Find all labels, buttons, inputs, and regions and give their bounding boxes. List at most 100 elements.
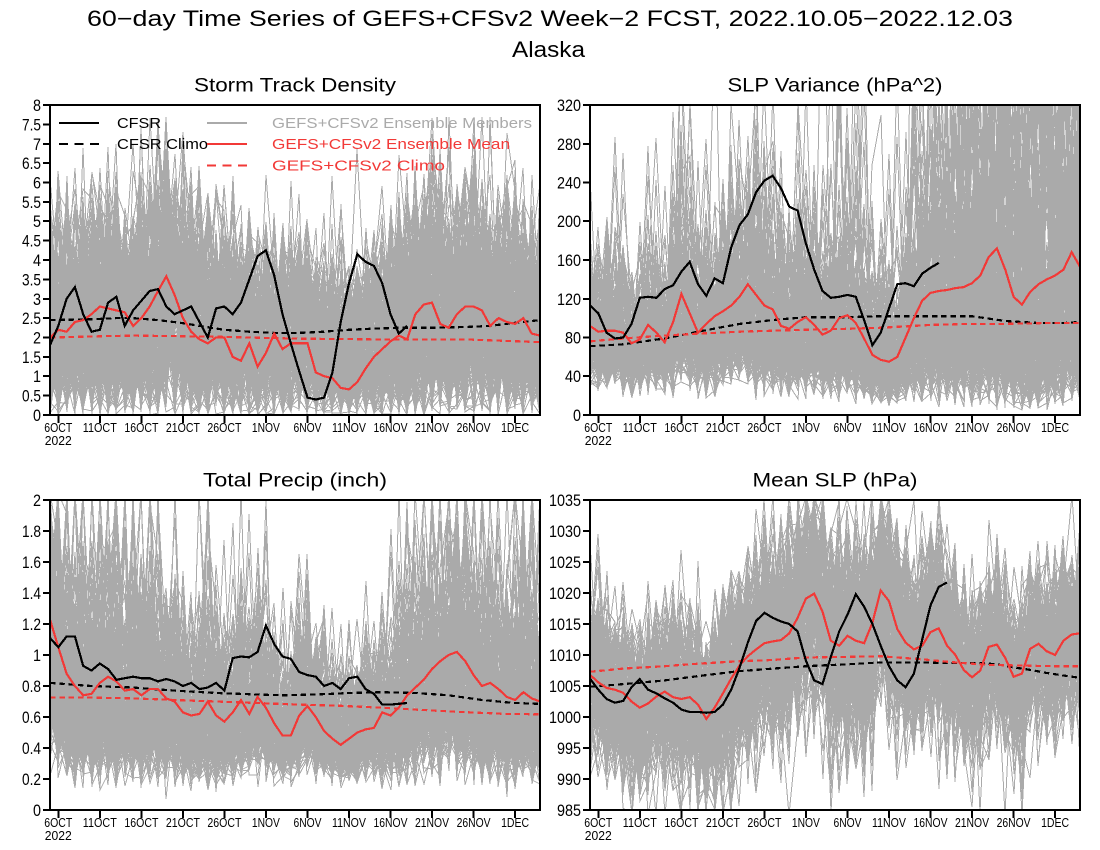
svg-text:0.8: 0.8 [22, 678, 41, 696]
svg-text:6OCT: 6OCT [44, 815, 72, 830]
svg-text:4.5: 4.5 [22, 233, 41, 251]
svg-text:1DEC: 1DEC [501, 815, 529, 830]
svg-text:21OCT: 21OCT [166, 815, 200, 830]
svg-text:26OCT: 26OCT [747, 815, 781, 830]
svg-text:16OCT: 16OCT [664, 420, 698, 435]
svg-text:26NOV: 26NOV [997, 420, 1031, 435]
svg-text:5.5: 5.5 [22, 194, 41, 212]
svg-text:26NOV: 26NOV [997, 815, 1031, 830]
svg-text:2: 2 [33, 330, 41, 348]
svg-text:16NOV: 16NOV [374, 815, 408, 830]
svg-text:1010: 1010 [549, 647, 581, 665]
svg-text:SLP Variance (hPa^2): SLP Variance (hPa^2) [728, 76, 943, 97]
svg-text:2022: 2022 [585, 433, 612, 448]
svg-text:11OCT: 11OCT [623, 815, 657, 830]
svg-text:0.4: 0.4 [22, 740, 41, 758]
svg-text:280: 280 [557, 136, 581, 154]
svg-text:2022: 2022 [585, 828, 612, 843]
svg-text:1025: 1025 [549, 554, 581, 572]
svg-text:1NOV: 1NOV [792, 420, 820, 435]
svg-text:6NOV: 6NOV [834, 815, 862, 830]
svg-text:60−day Time Series of GEFS+CFS: 60−day Time Series of GEFS+CFSv2 Week−2 … [87, 6, 1013, 31]
svg-text:990: 990 [557, 771, 581, 789]
svg-text:26NOV: 26NOV [457, 420, 491, 435]
svg-text:Total Precip (inch): Total Precip (inch) [203, 471, 387, 492]
svg-text:GEFS+CFSv2 Ensemble Mean: GEFS+CFSv2 Ensemble Mean [272, 137, 510, 153]
svg-text:3.5: 3.5 [22, 271, 41, 289]
svg-text:7: 7 [33, 136, 41, 154]
svg-text:320: 320 [557, 97, 581, 115]
svg-text:240: 240 [557, 175, 581, 193]
svg-text:21NOV: 21NOV [415, 420, 449, 435]
svg-text:2022: 2022 [45, 433, 72, 448]
svg-text:1.2: 1.2 [22, 616, 41, 634]
svg-text:200: 200 [557, 213, 581, 231]
svg-text:5: 5 [33, 213, 41, 231]
svg-text:26NOV: 26NOV [457, 815, 491, 830]
svg-text:0: 0 [33, 802, 41, 820]
svg-text:0.6: 0.6 [22, 709, 41, 727]
svg-text:16OCT: 16OCT [664, 815, 698, 830]
svg-text:0: 0 [33, 407, 41, 425]
svg-text:80: 80 [565, 330, 581, 348]
svg-text:6: 6 [33, 175, 41, 193]
svg-text:11NOV: 11NOV [872, 420, 906, 435]
svg-text:2: 2 [33, 492, 41, 510]
svg-text:6NOV: 6NOV [294, 815, 322, 830]
svg-text:1: 1 [33, 647, 41, 665]
svg-text:1NOV: 1NOV [252, 815, 280, 830]
svg-text:16OCT: 16OCT [124, 420, 158, 435]
svg-text:21NOV: 21NOV [955, 815, 989, 830]
svg-text:11NOV: 11NOV [332, 815, 366, 830]
svg-text:16OCT: 16OCT [124, 815, 158, 830]
svg-text:160: 160 [557, 252, 581, 270]
svg-text:21OCT: 21OCT [706, 815, 740, 830]
svg-text:11NOV: 11NOV [332, 420, 366, 435]
svg-text:1NOV: 1NOV [252, 420, 280, 435]
svg-text:1DEC: 1DEC [1041, 815, 1069, 830]
svg-text:11OCT: 11OCT [623, 420, 657, 435]
svg-text:2.5: 2.5 [22, 310, 41, 328]
svg-text:995: 995 [557, 740, 581, 758]
svg-text:8: 8 [33, 97, 41, 115]
svg-text:120: 120 [557, 291, 581, 309]
svg-text:2022: 2022 [45, 828, 72, 843]
svg-text:40: 40 [565, 368, 581, 386]
svg-text:6OCT: 6OCT [584, 420, 612, 435]
svg-text:1.5: 1.5 [22, 349, 41, 367]
svg-text:11OCT: 11OCT [83, 815, 117, 830]
svg-text:Storm Track Density: Storm Track Density [194, 76, 397, 97]
svg-text:1DEC: 1DEC [501, 420, 529, 435]
svg-text:GEFS+CFSv2 Ensemble Members: GEFS+CFSv2 Ensemble Members [272, 116, 532, 132]
svg-text:26OCT: 26OCT [207, 815, 241, 830]
svg-text:1.8: 1.8 [22, 523, 41, 541]
svg-text:1.6: 1.6 [22, 554, 41, 572]
svg-text:16NOV: 16NOV [374, 420, 408, 435]
svg-text:26OCT: 26OCT [747, 420, 781, 435]
svg-text:21OCT: 21OCT [166, 420, 200, 435]
svg-text:1000: 1000 [549, 709, 581, 727]
svg-text:Alaska: Alaska [512, 37, 586, 62]
svg-text:7.5: 7.5 [22, 116, 41, 134]
svg-text:Mean SLP (hPa): Mean SLP (hPa) [753, 471, 918, 492]
svg-text:26OCT: 26OCT [207, 420, 241, 435]
svg-text:1NOV: 1NOV [792, 815, 820, 830]
svg-text:21OCT: 21OCT [706, 420, 740, 435]
svg-text:21NOV: 21NOV [415, 815, 449, 830]
svg-text:6.5: 6.5 [22, 155, 41, 173]
svg-text:16NOV: 16NOV [914, 815, 948, 830]
svg-text:0.5: 0.5 [22, 388, 41, 406]
svg-text:CFSR: CFSR [117, 116, 161, 132]
svg-text:6NOV: 6NOV [294, 420, 322, 435]
svg-text:1020: 1020 [549, 585, 581, 603]
svg-text:0.2: 0.2 [22, 771, 41, 789]
svg-text:1005: 1005 [549, 678, 581, 696]
svg-text:6OCT: 6OCT [44, 420, 72, 435]
svg-text:0: 0 [573, 407, 581, 425]
svg-text:GEFS+CFSv2 Climo: GEFS+CFSv2 Climo [272, 159, 445, 175]
svg-text:CFSR Climo: CFSR Climo [117, 137, 208, 153]
svg-text:11OCT: 11OCT [83, 420, 117, 435]
svg-text:21NOV: 21NOV [955, 420, 989, 435]
svg-text:985: 985 [557, 802, 581, 820]
svg-text:1DEC: 1DEC [1041, 420, 1069, 435]
